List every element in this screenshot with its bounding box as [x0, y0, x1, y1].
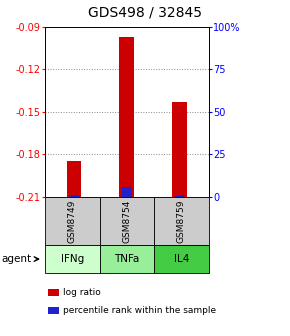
Text: GSM8759: GSM8759	[177, 199, 186, 243]
Text: GSM8754: GSM8754	[122, 199, 131, 243]
Text: log ratio: log ratio	[63, 288, 101, 297]
Text: IFNg: IFNg	[61, 254, 84, 264]
Text: percentile rank within the sample: percentile rank within the sample	[63, 306, 216, 315]
Bar	[122, 187, 132, 197]
Text: GSM8749: GSM8749	[68, 199, 77, 243]
Text: IL4: IL4	[174, 254, 189, 264]
Bar	[69, 195, 79, 197]
Bar	[67, 161, 81, 197]
Text: agent: agent	[1, 254, 32, 264]
Text: TNFa: TNFa	[114, 254, 139, 264]
Bar	[172, 102, 187, 197]
Bar	[175, 195, 184, 197]
Bar	[119, 37, 134, 197]
Text: GDS498 / 32845: GDS498 / 32845	[88, 6, 202, 20]
